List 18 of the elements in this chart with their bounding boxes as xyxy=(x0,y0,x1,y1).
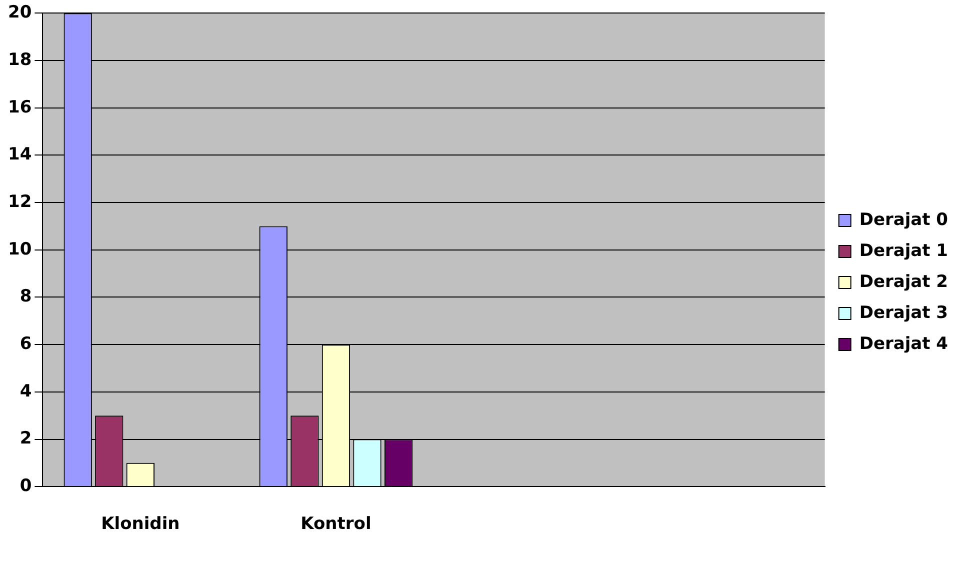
legend-label: Derajat 1 xyxy=(859,240,948,261)
x-tick-label: Kontrol xyxy=(300,514,372,534)
legend-label: Derajat 2 xyxy=(859,272,948,292)
legend-label: Derajat 4 xyxy=(859,334,948,354)
legend-label: Derajat 0 xyxy=(859,210,948,230)
y-tick-label: 14 xyxy=(8,144,32,165)
y-tick-label: 10 xyxy=(8,239,32,260)
y-tick-label: 12 xyxy=(8,192,32,212)
y-tick-label: 20 xyxy=(8,2,32,23)
y-tick-label: 6 xyxy=(20,334,32,354)
y-tick-label: 18 xyxy=(8,50,32,70)
legend-label: Derajat 3 xyxy=(859,302,948,323)
x-tick-label: Klonidin xyxy=(101,514,180,534)
y-tick-label: 2 xyxy=(20,428,32,449)
y-tick-label: 16 xyxy=(8,97,32,118)
y-tick-label: 8 xyxy=(20,286,32,307)
y-tick-label: 4 xyxy=(20,381,32,402)
y-tick-label: 0 xyxy=(20,476,32,496)
